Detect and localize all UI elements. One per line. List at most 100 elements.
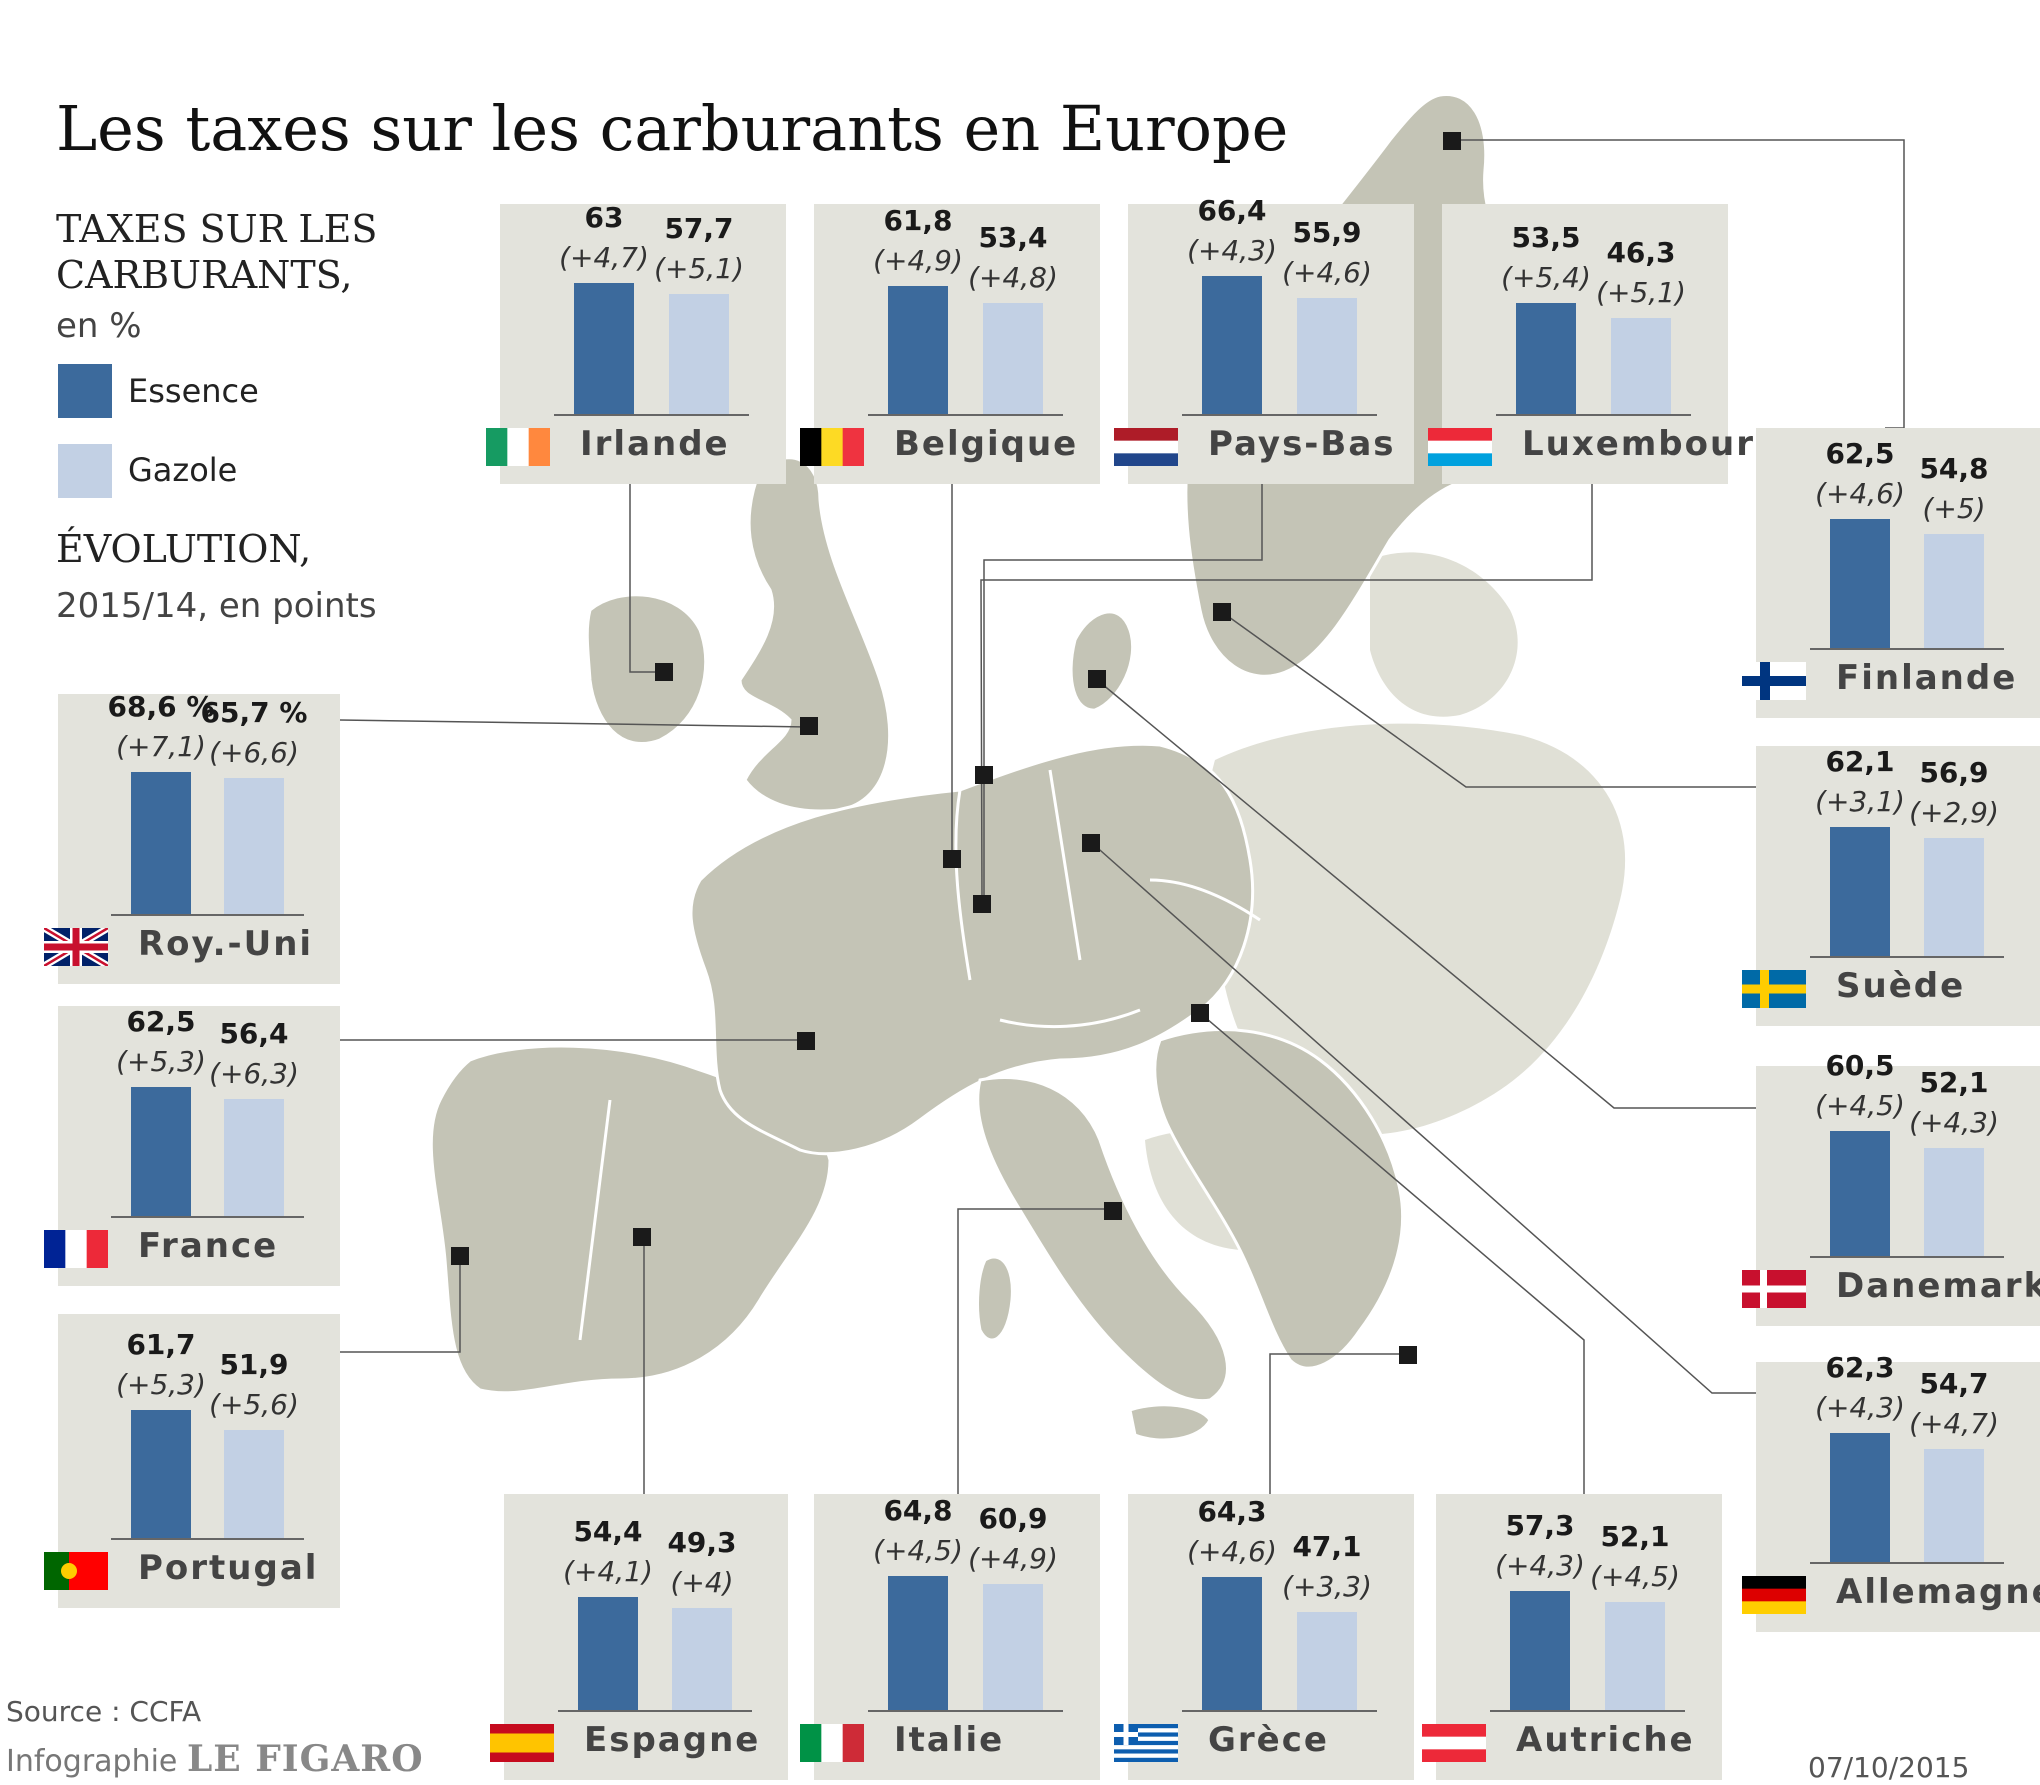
country-name-fi: Finlande <box>1836 658 2018 698</box>
essence-bar <box>1830 519 1890 648</box>
chart-baseline <box>1496 414 1691 416</box>
essence-change-label: (+5,3) <box>116 1045 206 1078</box>
essence-value-label: 54,4 <box>573 1515 643 1548</box>
essence-value-label: 62,5 <box>1825 437 1895 470</box>
gazole-value-label: 54,7 <box>1919 1367 1989 1400</box>
chart-baseline <box>1182 1710 1377 1712</box>
nl-flag-icon <box>1114 428 1178 466</box>
gazole-bar <box>1924 1148 1984 1256</box>
chart-baseline <box>111 1216 304 1218</box>
gazole-change-label: (+5,6) <box>209 1388 299 1421</box>
gazole-bar <box>1611 318 1671 414</box>
fi-flag-icon <box>1742 662 1806 700</box>
gazole-bar <box>672 1608 732 1710</box>
gazole-value-label: 65,7 % <box>200 696 308 729</box>
gazole-change-label: (+4,8) <box>968 261 1058 294</box>
ie-flag-icon <box>486 428 550 466</box>
essence-change-label: (+3,1) <box>1815 785 1905 818</box>
page-title: Les taxes sur les carburants en Europe <box>56 92 1289 165</box>
uk-flag-icon <box>44 928 108 966</box>
essence-change-label: (+7,1) <box>116 730 206 763</box>
chart-baseline <box>111 914 304 916</box>
gr-flag-icon <box>1114 1724 1178 1762</box>
country-name-nl: Pays-Bas <box>1208 424 1396 464</box>
country-panel-it: (+4,5) 64,8 (+4,9) 60,9 Italie <box>800 1494 1100 1780</box>
chart-baseline <box>558 1710 752 1712</box>
gazole-change-label: (+4,7) <box>1909 1407 1999 1440</box>
essence-label: Essence <box>128 372 259 410</box>
country-name-it: Italie <box>894 1720 1005 1760</box>
essence-change-label: (+4,3) <box>1815 1391 1905 1424</box>
country-name-pt: Portugal <box>138 1548 319 1588</box>
country-name-ie: Irlande <box>580 424 730 464</box>
country-panel-fr: (+5,3) 62,5 (+6,3) 56,4 France <box>44 1005 340 1286</box>
essence-bar <box>574 283 634 414</box>
de-flag-icon <box>1742 1576 1806 1614</box>
chart-baseline <box>554 414 749 416</box>
country-panel-nl: (+4,3) 66,4 (+4,6) 55,9 Pays-Bas <box>1114 194 1414 484</box>
publication-date: 07/10/2015 <box>1808 1751 1970 1784</box>
essence-bar <box>1516 303 1576 414</box>
chart-baseline <box>1810 1256 2004 1258</box>
credit-line: Infographie LE FIGARO <box>6 1738 424 1780</box>
gazole-bar <box>224 1099 284 1216</box>
country-panel-lu: (+5,4) 53,5 (+5,1) 46,3 Luxembourg <box>1428 204 1779 484</box>
gazole-value-label: 47,1 <box>1292 1530 1362 1563</box>
gazole-value-label: 53,4 <box>978 221 1048 254</box>
gazole-change-label: (+5) <box>1922 492 1986 525</box>
gazole-value-label: 60,9 <box>978 1502 1048 1535</box>
essence-value-label: 66,4 <box>1197 194 1267 227</box>
gazole-bar <box>1605 1602 1665 1710</box>
essence-value-label: 68,6 % <box>107 690 215 723</box>
country-name-es: Espagne <box>584 1720 761 1760</box>
country-name-gr: Grèce <box>1208 1720 1329 1760</box>
gazole-value-label: 46,3 <box>1606 236 1676 269</box>
essence-swatch <box>58 364 112 418</box>
chart-baseline <box>1810 956 2004 958</box>
essence-change-label: (+4,5) <box>1815 1089 1905 1122</box>
be-flag-icon <box>800 428 864 466</box>
essence-change-label: (+4,1) <box>563 1555 653 1588</box>
country-name-fr: France <box>138 1226 279 1266</box>
se-flag-icon <box>1742 970 1806 1008</box>
gazole-label: Gazole <box>128 451 238 489</box>
legend-heading-line2: CARBURANTS, <box>56 253 353 297</box>
country-name-se: Suède <box>1836 966 1966 1006</box>
location-markers <box>451 132 1461 1364</box>
essence-bar <box>1830 1131 1890 1256</box>
chart-baseline <box>868 1710 1063 1712</box>
chart-baseline <box>868 414 1063 416</box>
country-name-uk: Roy.-Uni <box>138 924 314 964</box>
es-flag-icon <box>490 1724 554 1762</box>
brand-logo: LE FIGARO <box>186 1738 424 1780</box>
country-name-dk: Danemark <box>1836 1266 2040 1306</box>
gazole-value-label: 51,9 <box>219 1348 289 1381</box>
essence-value-label: 57,3 <box>1505 1509 1575 1542</box>
essence-bar <box>1830 827 1890 956</box>
gazole-swatch <box>58 444 112 498</box>
gazole-value-label: 54,8 <box>1919 452 1989 485</box>
gazole-change-label: (+4,9) <box>968 1542 1058 1575</box>
chart-baseline <box>1490 1710 1685 1712</box>
essence-bar <box>888 286 948 414</box>
gazole-bar <box>669 294 729 414</box>
gazole-bar <box>1924 1449 1984 1562</box>
essence-value-label: 64,3 <box>1197 1495 1267 1528</box>
essence-value-label: 63 <box>584 201 624 234</box>
essence-change-label: (+4,6) <box>1187 1535 1277 1568</box>
essence-change-label: (+5,3) <box>116 1368 206 1401</box>
gazole-bar <box>224 778 284 914</box>
country-panel-es: (+4,1) 54,4 (+4) 49,3 Espagne <box>490 1494 788 1780</box>
essence-value-label: 62,3 <box>1825 1351 1895 1384</box>
essence-change-label: (+4,7) <box>559 241 649 274</box>
gazole-bar <box>983 1584 1043 1710</box>
essence-value-label: 53,5 <box>1511 221 1581 254</box>
essence-change-label: (+5,4) <box>1501 261 1591 294</box>
gazole-change-label: (+4,3) <box>1909 1106 1999 1139</box>
leader-lines <box>339 139 1905 1494</box>
essence-bar <box>578 1597 638 1710</box>
gazole-change-label: (+4) <box>670 1566 734 1599</box>
essence-change-label: (+4,5) <box>873 1534 963 1567</box>
essence-bar <box>1202 1577 1262 1710</box>
essence-bar <box>1510 1591 1570 1710</box>
